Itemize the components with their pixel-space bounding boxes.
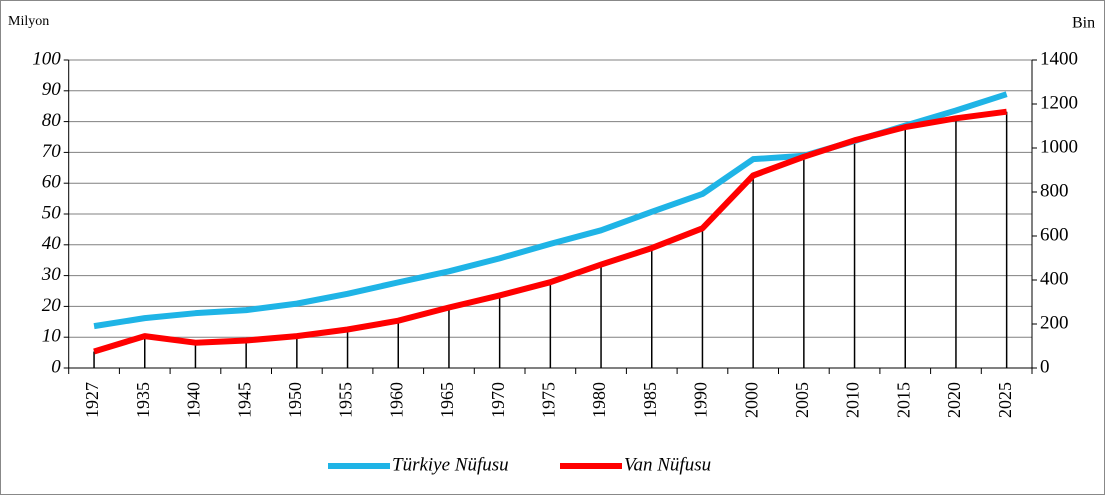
x-tick-label: 2025 xyxy=(995,382,1015,418)
x-tick-label: 1935 xyxy=(133,382,153,418)
x-tick-label: 1990 xyxy=(691,382,711,418)
y2-tick-label: 800 xyxy=(1040,180,1069,201)
x-tick-label: 1955 xyxy=(336,382,356,418)
y2-tick-label: 1200 xyxy=(1040,92,1078,113)
y2-tick-label: 1000 xyxy=(1040,136,1078,157)
x-tick-label: 1927 xyxy=(82,382,102,418)
y-tick-label: 60 xyxy=(42,172,62,193)
x-tick-label: 2020 xyxy=(944,382,964,418)
y-tick-label: 90 xyxy=(42,79,62,100)
y2-axis-label: Bin xyxy=(1072,15,1095,32)
y-tick-label: 20 xyxy=(42,295,62,316)
y-tick-label: 0 xyxy=(51,356,61,377)
x-tick-label: 1975 xyxy=(538,382,558,418)
x-tick-label: 1950 xyxy=(285,382,305,418)
x-tick-label: 2010 xyxy=(843,382,863,418)
series-line xyxy=(93,108,1008,355)
legend-label: Türkiye Nüfusu xyxy=(392,454,509,475)
y2-tick-label: 600 xyxy=(1040,224,1069,245)
y-tick-label: 50 xyxy=(42,202,62,223)
x-tick-label: 1985 xyxy=(640,382,660,418)
y2-tick-label: 0 xyxy=(1040,356,1050,377)
x-tick-label: 2000 xyxy=(741,382,761,418)
y2-tick-label: 200 xyxy=(1040,312,1069,333)
legend-label: Van Nüfusu xyxy=(624,454,711,475)
x-tick-label: 2015 xyxy=(893,382,913,418)
x-tick-label: 1960 xyxy=(386,382,406,418)
y-tick-label: 100 xyxy=(32,48,61,69)
y2-tick-label: 1400 xyxy=(1040,48,1078,69)
y-tick-label: 70 xyxy=(42,141,62,162)
y-tick-label: 80 xyxy=(42,110,62,131)
y-tick-label: 30 xyxy=(41,264,62,285)
y-axis-label: Milyon xyxy=(8,14,49,29)
x-tick-label: 1980 xyxy=(589,382,609,418)
x-tick-label: 2005 xyxy=(792,382,812,418)
x-tick-label: 1940 xyxy=(184,382,204,418)
x-tick-label: 1970 xyxy=(488,382,508,418)
x-tick-label: 1945 xyxy=(234,382,254,418)
y2-tick-label: 400 xyxy=(1040,268,1069,289)
y-tick-label: 10 xyxy=(42,326,62,347)
y-tick-label: 40 xyxy=(42,233,62,254)
x-tick-label: 1965 xyxy=(437,382,457,418)
